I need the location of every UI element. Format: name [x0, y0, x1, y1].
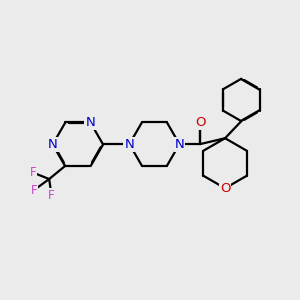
Text: N: N: [85, 116, 95, 129]
Text: O: O: [220, 182, 230, 195]
Text: O: O: [195, 116, 205, 129]
Text: F: F: [30, 166, 36, 179]
Text: N: N: [175, 138, 184, 151]
Text: F: F: [31, 184, 37, 197]
Text: N: N: [124, 138, 134, 151]
Text: N: N: [48, 138, 58, 151]
Text: F: F: [48, 189, 55, 202]
